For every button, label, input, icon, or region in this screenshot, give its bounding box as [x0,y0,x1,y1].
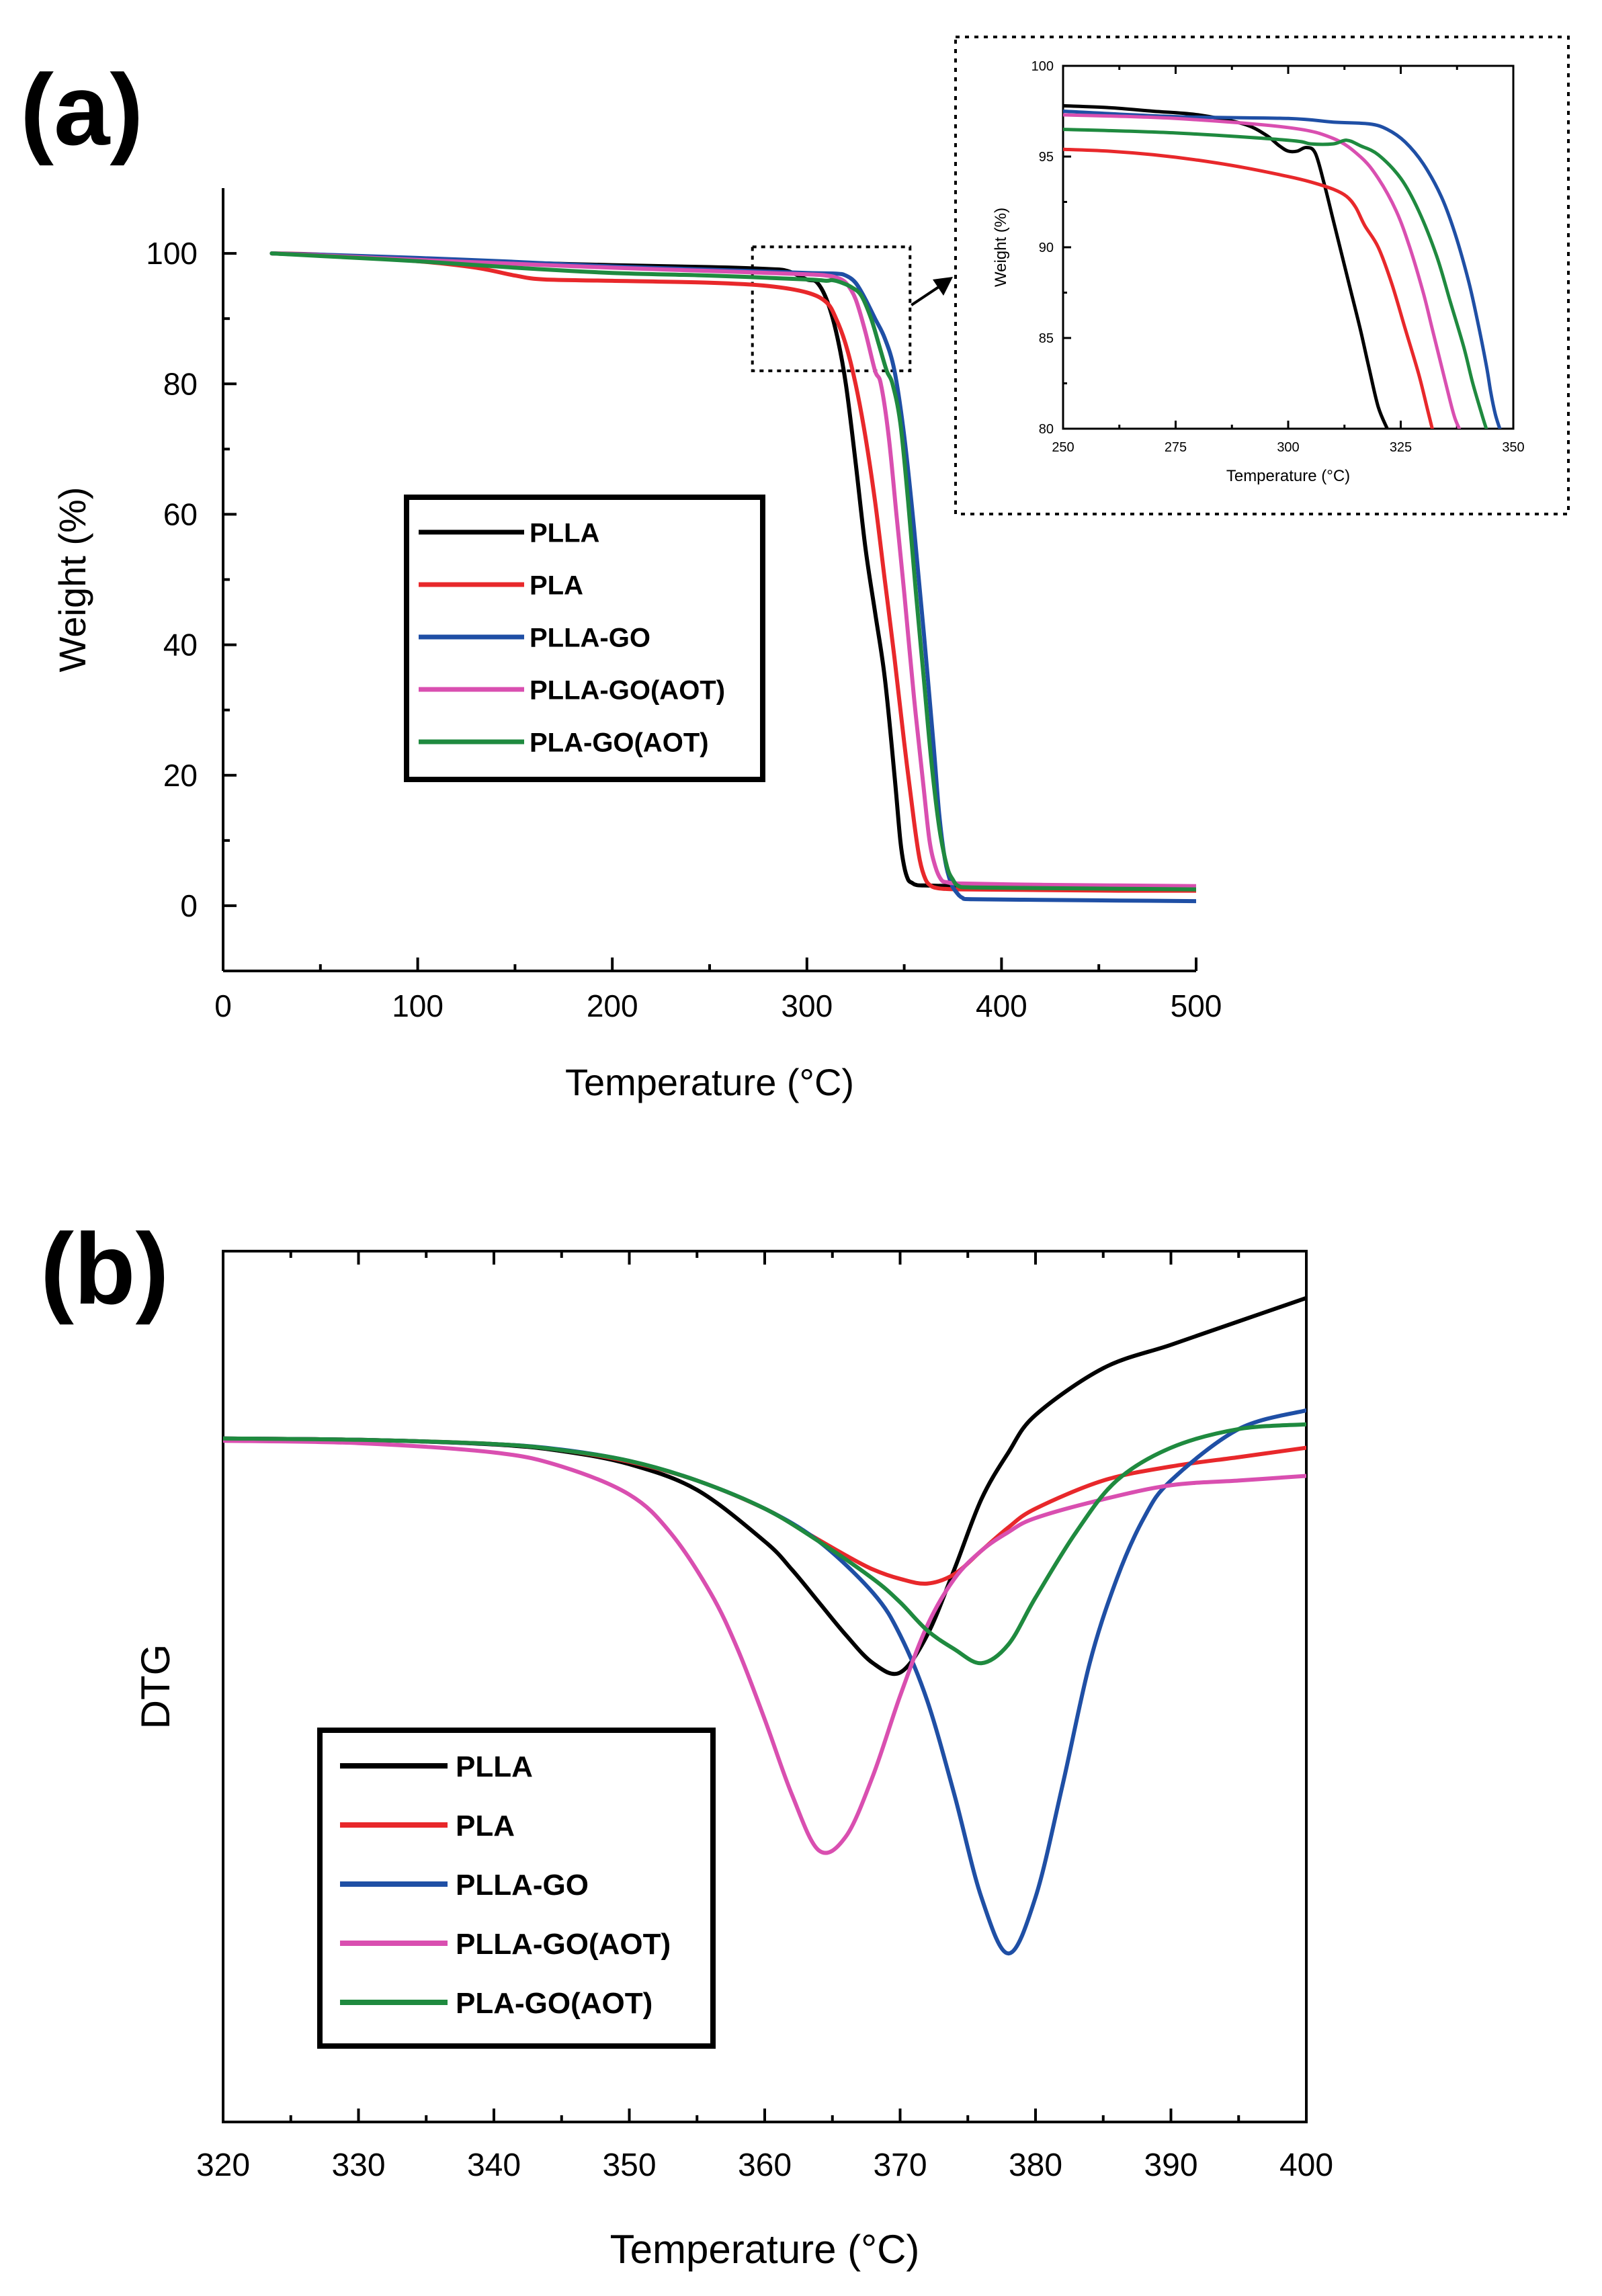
y-tick-label: 80 [1039,422,1054,437]
x-axis-title: Temperature (°C) [565,1061,854,1103]
inset-frame [954,36,1570,515]
y-axis-title: Weight (%) [992,208,1010,287]
chart-a-inset: 250 275 300 325 350 80 85 90 95 100 Temperature (°… [954,36,1570,515]
y-tick-label: 100 [1031,59,1054,74]
legend-label: PLA [456,1810,515,1842]
zoom-box [751,245,912,372]
legend-label: PLLA [456,1750,533,1783]
x-tick-label: 250 [1052,440,1074,455]
x-tick-label: 325 [1390,440,1412,455]
x-tick-label: 400 [1279,2148,1333,2183]
x-tick-label: 340 [467,2148,521,2183]
legend-label: PLLA-GO(AOT) [456,1928,671,1961]
series-line-pla [1063,147,1434,429]
panel-b-label: (b) [40,1212,169,1325]
x-tick-label: 390 [1144,2148,1197,2183]
x-tick-label: 330 [331,2148,385,2183]
series-line-pla-go-aot [223,1422,1306,1666]
series-line-plla-go [1063,110,1502,429]
y-tick-label: 80 [163,366,198,401]
x-tick-label: 380 [1009,2148,1062,2183]
legend-label: PLLA-GO [456,1869,589,1902]
x-tick-label: 320 [196,2148,250,2183]
zoom-arrow-head [933,277,953,296]
legend-label: PLLA-GO [530,623,650,652]
legend-label: PLA-GO(AOT) [456,1987,652,2020]
x-tick-label: 350 [1502,440,1524,455]
chart-b: 320 330 340 350 360 370 380 390 400 Temperature (… [133,1250,1333,2272]
x-tick-label: 400 [976,988,1027,1023]
x-tick-label: 0 [214,988,232,1023]
x-tick-label: 350 [602,2148,656,2183]
y-tick-label: 60 [163,497,198,532]
chart-a: 0 100 200 300 400 500 0 20 40 60 80 100 Temperature … [51,188,1222,1103]
legend-label: PLA [530,570,583,600]
legend-label: PLLA [530,518,599,548]
y-axis-title: Weight (%) [51,487,93,673]
x-axis-title: Temperature (°C) [610,2227,920,2272]
series-line-pla-go-aot [269,251,1196,892]
x-tick-label: 360 [738,2148,792,2183]
series-group [269,251,1196,904]
series-line-plla [1063,103,1389,429]
x-tick-label: 275 [1165,440,1187,455]
panel-a-label: (a) [20,53,143,166]
x-tick-label: 370 [873,2148,927,2183]
series-line-plla-go-aot [269,251,1196,888]
y-tick-label: 40 [163,628,198,663]
y-tick-label: 0 [180,888,198,923]
series-group [1063,103,1502,429]
y-tick-label: 20 [163,758,198,793]
series-group [223,1295,1306,1956]
legend-label: PLA-GO(AOT) [530,728,709,757]
x-tick-label: 100 [392,988,444,1023]
series-line-plla-go-aot [1063,113,1462,429]
x-tick-label: 300 [1277,440,1299,455]
y-tick-label: 85 [1039,331,1054,346]
legend-label: PLLA-GO(AOT) [530,675,725,705]
y-axis-title: DTG [133,1644,178,1730]
x-tick-label: 300 [781,988,833,1023]
series-line-pla-go-aot [1063,128,1488,429]
series-line-pla [269,251,1196,893]
y-tick-label: 100 [146,236,198,271]
x-axis-title: Temperature (°C) [1226,467,1350,485]
x-tick-label: 200 [587,988,638,1023]
y-tick-label: 95 [1039,150,1054,165]
series-line-plla-go-aot [223,1439,1306,1855]
legend-box [317,1728,716,2049]
y-tick-label: 90 [1039,241,1054,255]
x-tick-label: 500 [1171,988,1222,1023]
